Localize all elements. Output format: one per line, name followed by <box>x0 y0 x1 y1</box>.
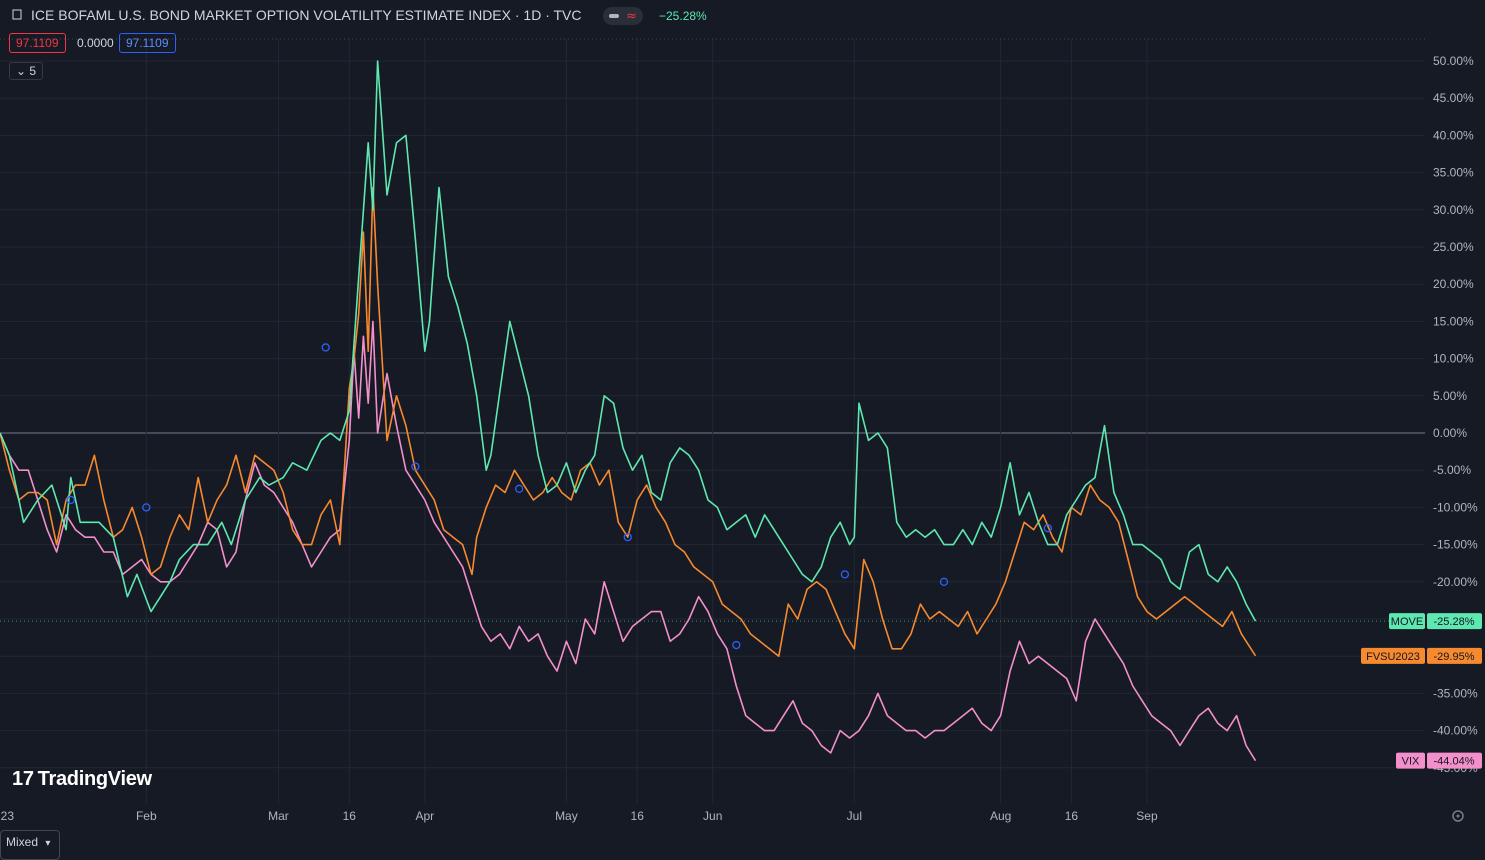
x-tick-label: Mar <box>268 809 289 823</box>
event-marker <box>66 495 75 505</box>
logo-text: TradingView <box>37 768 152 790</box>
series-line-move <box>0 60 1257 622</box>
approx-icon: ≈ <box>626 9 637 24</box>
event-marker <box>939 577 949 586</box>
series-value-tag <box>1427 613 1482 630</box>
series-name-tag <box>1396 752 1425 769</box>
y-tick-label: 35.00% <box>1433 166 1474 180</box>
y-tick-label: 0.00% <box>1433 426 1467 440</box>
y-tick-label: 30.00% <box>1433 203 1474 217</box>
tradingview-logo-icon: 17 <box>12 768 34 790</box>
series-name-tag <box>1389 613 1425 630</box>
series-label-fvsu2023: FVSU2023 -29.95% <box>1361 647 1482 664</box>
y-tick-label: 5.00% <box>1433 389 1467 403</box>
y-tick-label: 40.00% <box>1433 128 1474 142</box>
value-zero: 0.0000 <box>77 36 114 50</box>
y-tick-label: -20.00% <box>1433 575 1478 589</box>
event-marker <box>515 484 524 493</box>
series-value-tag <box>1427 752 1482 769</box>
x-tick-label: May <box>555 809 578 823</box>
y-axis[interactable]: 50.00% 45.00% 40.00% 35.00% 30.00% 25.00% 20.0… <box>1433 54 1478 775</box>
y-tick-label: -15.00% <box>1433 538 1478 552</box>
x-tick-label: Sep <box>1136 809 1158 823</box>
y-tick-label: -35.00% <box>1433 686 1478 700</box>
grid-lines <box>0 39 1425 803</box>
y-tick-label: 10.00% <box>1433 352 1474 366</box>
scale-mode-label: Mixed <box>6 835 39 849</box>
x-tick-label: Aug <box>990 809 1011 823</box>
pill-toggle[interactable] <box>603 7 643 25</box>
series-name-tag <box>1361 647 1425 664</box>
x-tick-label: Jul <box>847 809 862 823</box>
x-tick-label: Feb <box>136 809 157 823</box>
x-tick-label: Apr <box>415 809 434 823</box>
series-layer <box>0 60 1257 762</box>
y-tick-label: 45.00% <box>1433 91 1474 105</box>
settings-gear-icon[interactable] <box>1452 810 1464 822</box>
y-tick-label: 20.00% <box>1433 277 1474 291</box>
series-name-text: VIX <box>1402 756 1420 768</box>
line-style-icon <box>609 14 619 18</box>
series-line-vix <box>0 320 1257 762</box>
event-marker <box>142 503 151 512</box>
tradingview-logo[interactable]: 17 TradingView <box>12 768 152 791</box>
series-name-text: MOVE <box>1391 616 1423 628</box>
studies-count: 5 <box>29 64 37 78</box>
symbol-icon <box>12 9 22 20</box>
value-box-blue: 97.1109 <box>119 33 176 53</box>
scale-mode-dropdown[interactable]: Mixed ▾ <box>0 830 60 860</box>
y-tick-label: 15.00% <box>1433 314 1474 328</box>
series-value-text: -44.04% <box>1434 756 1475 768</box>
chart-svg[interactable]: 50.00%45.00%40.00%35.00%30.00%25.00%20.0… <box>0 0 1485 830</box>
y-tick-label: 25.00% <box>1433 240 1474 254</box>
event-marker <box>623 533 632 542</box>
series-label-move: MOVE -25.28% <box>1389 613 1482 630</box>
series-value-text: -25.28% <box>1434 616 1475 628</box>
y-tick-label: -40.00% <box>1433 724 1478 738</box>
event-marker <box>321 343 330 352</box>
x-tick-label: 16 <box>1065 809 1079 823</box>
event-marker <box>411 462 420 471</box>
event-marker <box>840 570 850 579</box>
studies-toggle-button[interactable]: ⌄ 5 <box>9 62 44 80</box>
header-change: −25.28% <box>659 9 707 23</box>
x-tick-label: 16 <box>631 809 645 823</box>
y-tick-label: -5.00% <box>1433 463 1471 477</box>
x-tick-label: Jun <box>703 809 722 823</box>
y-tick-label: 50.00% <box>1433 54 1474 68</box>
x-tick-label: 23 <box>1 809 15 823</box>
series-line-fvsu2023 <box>0 186 1257 657</box>
event-marker <box>1043 524 1052 533</box>
series-value-text: -29.95% <box>1434 651 1475 663</box>
x-axis[interactable]: 23 Feb Mar 16 Apr May 16 Jun Jul Aug 16 Sep <box>1 809 1158 823</box>
markers-layer <box>66 343 1052 650</box>
x-tick-label: 16 <box>343 809 357 823</box>
y-tick-label: -10.00% <box>1433 500 1478 514</box>
series-value-tag <box>1427 647 1482 664</box>
chevron-down-icon: ⌄ <box>16 64 27 78</box>
chart-title: ICE BOFAML U.S. BOND MARKET OPTION VOLAT… <box>31 7 582 23</box>
series-name-text: FVSU2023 <box>1366 651 1420 663</box>
chevron-down-icon: ▾ <box>45 838 51 849</box>
event-marker <box>732 640 741 650</box>
value-box-red: 97.1109 <box>9 33 66 53</box>
series-label-vix: VIX -44.04% <box>1396 752 1482 769</box>
series-last-labels: MOVE -25.28% FVSU2023 -29.95% VIX -44.04% <box>1361 613 1482 769</box>
